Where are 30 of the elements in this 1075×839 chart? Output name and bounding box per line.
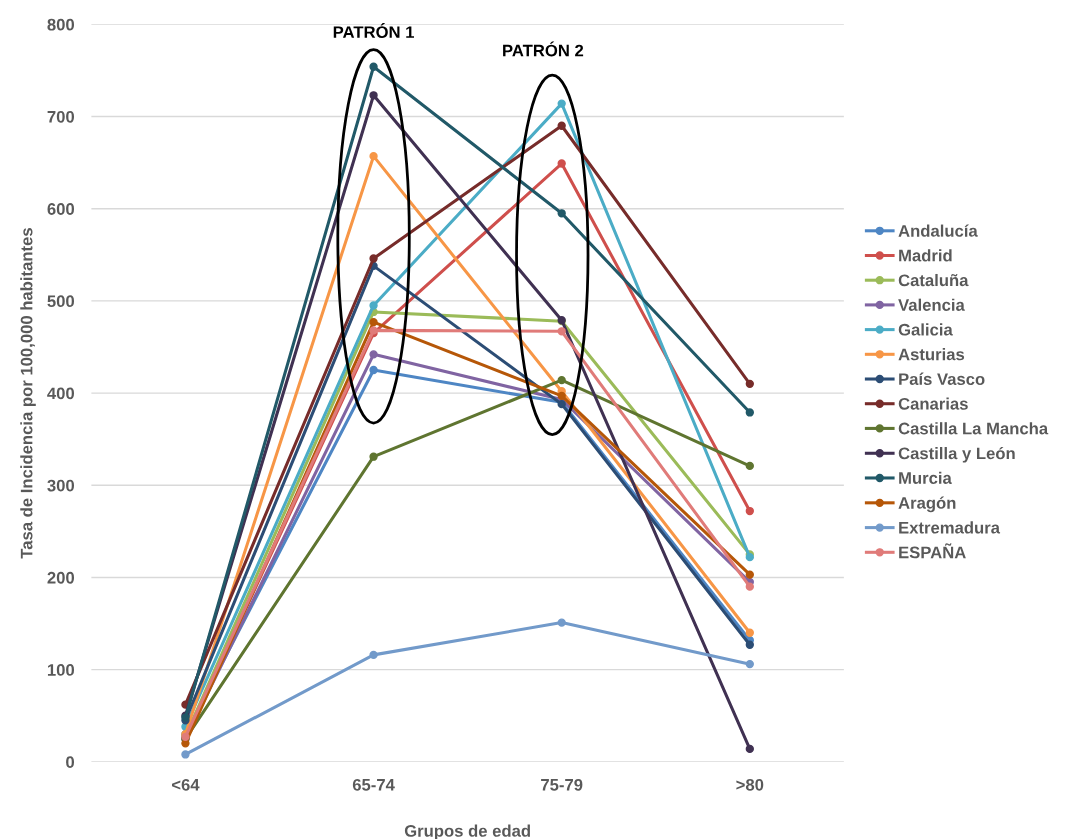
legend-label: Valencia [898,298,965,311]
annotation: PATRÓN 1 [333,23,414,39]
y-tick-label: 100 [47,664,75,676]
y-tick-label: 700 [47,110,75,123]
legend-label: Madrid [899,249,952,262]
legend-label: Extremadura [899,521,1001,534]
y-tick-label: 300 [47,479,75,492]
legend-label: País Vasco [899,372,985,386]
x-tick-label: >80 [736,778,764,791]
legend-label: Castilla y León [898,446,1015,463]
y-tick-label: 500 [47,295,75,308]
y-tick-label: 800 [47,18,75,31]
legend-label: Galicia [898,323,953,336]
y-axis-title: Tasa de Incidencia por 100,000 habitantes [20,228,36,559]
y-tick-label: 600 [47,203,75,215]
legend-label: Canarias [898,397,968,410]
legend-label: Murcia [899,471,952,484]
y-tick-label: 400 [47,387,75,400]
legend-label: Castilla La Mancha [898,422,1049,435]
x-tick-label: 75-79 [541,778,583,791]
legend-label: Asturias [898,348,965,361]
annotation: PATRÓN 2 [503,41,584,57]
legend-label: ESPAÑA [899,543,966,559]
y-tick-label: 0 [66,756,75,769]
legend-label: Andalucía [898,224,978,237]
x-tick-label: 65-74 [352,778,395,791]
y-tick-label: 200 [47,571,75,584]
legend-label: Cataluña [898,273,969,287]
legend-label: Aragón [898,496,956,513]
x-tick-label: <64 [172,778,200,791]
